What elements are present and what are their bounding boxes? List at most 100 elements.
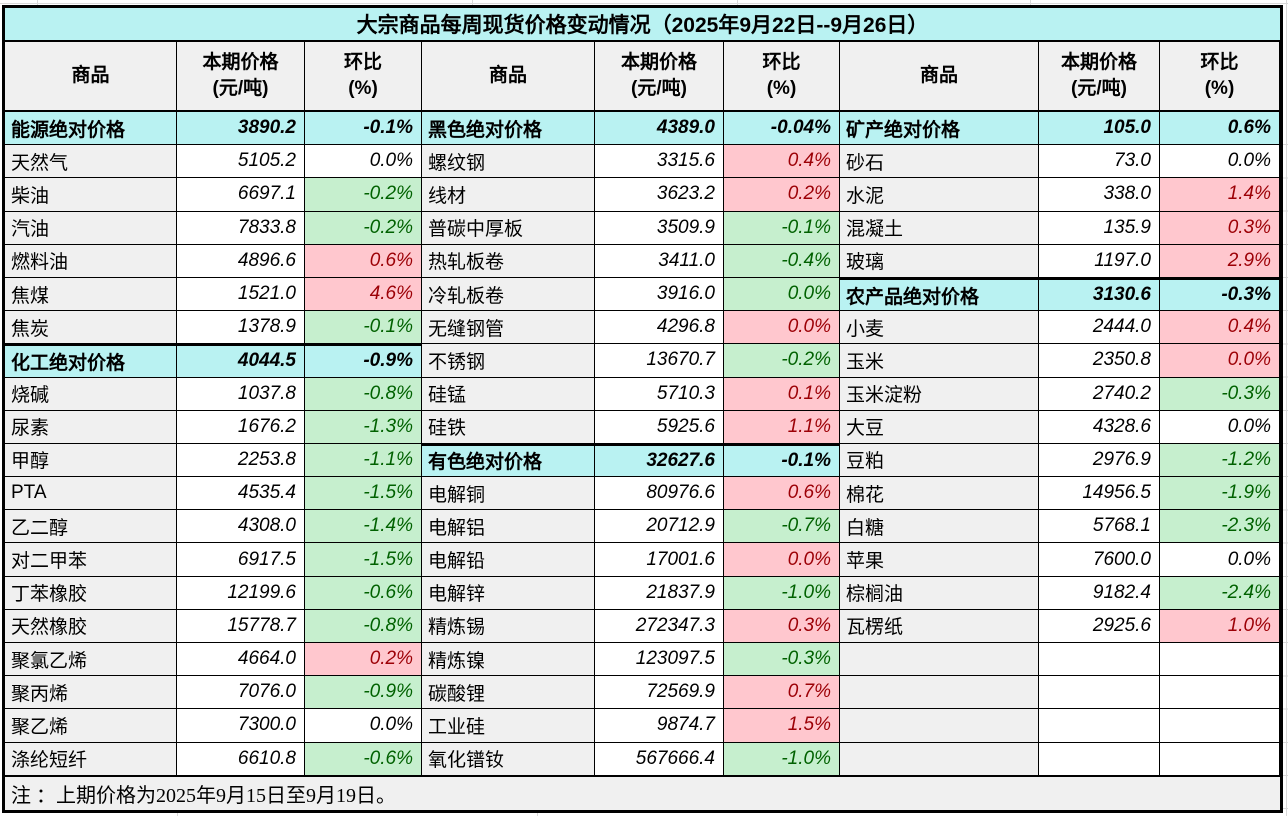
commodity-name-cell[interactable]: 大豆 <box>840 410 1039 444</box>
commodity-name-cell[interactable]: 螺纹钢 <box>422 145 595 179</box>
change-cell[interactable]: -1.5% <box>305 477 422 511</box>
commodity-name-cell[interactable]: 甲醇 <box>5 443 177 478</box>
commodity-name-cell[interactable]: 燃料油 <box>5 244 177 278</box>
price-cell[interactable]: 123097.5 <box>595 643 724 677</box>
price-cell[interactable]: 5105.2 <box>177 145 305 179</box>
commodity-name-cell[interactable]: 热轧板卷 <box>422 244 595 278</box>
change-cell[interactable]: 2.9% <box>1160 244 1280 278</box>
header-price-3[interactable]: 本期价格 (元/吨) <box>1039 42 1160 112</box>
commodity-name-cell[interactable]: 棉花 <box>840 477 1039 511</box>
commodity-name-cell[interactable]: 混凝土 <box>840 211 1039 245</box>
commodity-name-cell[interactable]: 聚氯乙烯 <box>5 643 177 677</box>
price-cell[interactable]: 5925.6 <box>595 410 724 444</box>
empty-change-cell[interactable] <box>1160 742 1280 776</box>
change-cell[interactable]: 0.7% <box>724 676 840 710</box>
change-cell[interactable]: 0.4% <box>724 145 840 179</box>
commodity-name-cell[interactable]: 砂石 <box>840 145 1039 179</box>
price-cell[interactable]: 21837.9 <box>595 576 724 610</box>
empty-change-cell[interactable] <box>1160 643 1280 677</box>
change-cell[interactable]: -0.1% <box>724 443 840 478</box>
price-cell[interactable]: 3623.2 <box>595 178 724 212</box>
change-cell[interactable]: -1.0% <box>724 742 840 776</box>
empty-price-cell[interactable] <box>1039 643 1160 677</box>
change-cell[interactable]: 0.2% <box>724 178 840 212</box>
change-cell[interactable]: 1.5% <box>724 709 840 743</box>
price-cell[interactable]: 1197.0 <box>1039 244 1160 278</box>
price-cell[interactable]: 14956.5 <box>1039 477 1160 511</box>
commodity-name-cell[interactable]: 电解铅 <box>422 543 595 577</box>
change-cell[interactable]: 0.0% <box>1160 344 1280 378</box>
empty-change-cell[interactable] <box>1160 709 1280 743</box>
section-title-cell[interactable]: 化工绝对价格 <box>5 344 177 378</box>
change-cell[interactable]: 0.3% <box>724 609 840 643</box>
price-cell[interactable]: 2350.8 <box>1039 344 1160 378</box>
header-price-1[interactable]: 本期价格 (元/吨) <box>177 42 305 112</box>
commodity-name-cell[interactable]: 水泥 <box>840 178 1039 212</box>
change-cell[interactable]: -0.6% <box>305 576 422 610</box>
price-cell[interactable]: 4044.5 <box>177 344 305 378</box>
section-title-cell[interactable]: 能源绝对价格 <box>5 112 177 146</box>
price-cell[interactable]: 2740.2 <box>1039 377 1160 411</box>
price-cell[interactable]: 2976.9 <box>1039 443 1160 478</box>
price-cell[interactable]: 7076.0 <box>177 676 305 710</box>
commodity-name-cell[interactable]: 玉米淀粉 <box>840 377 1039 411</box>
change-cell[interactable]: 0.0% <box>724 311 840 345</box>
change-cell[interactable]: 0.2% <box>305 643 422 677</box>
commodity-name-cell[interactable]: 天然橡胶 <box>5 609 177 643</box>
price-cell[interactable]: 4389.0 <box>595 112 724 146</box>
change-cell[interactable]: -0.3% <box>1160 277 1280 312</box>
price-cell[interactable]: 2925.6 <box>1039 609 1160 643</box>
empty-commodity-cell[interactable] <box>840 742 1039 776</box>
commodity-name-cell[interactable]: 普碳中厚板 <box>422 211 595 245</box>
change-cell[interactable]: -1.0% <box>724 576 840 610</box>
price-cell[interactable]: 4328.6 <box>1039 410 1160 444</box>
commodity-name-cell[interactable]: 无缝钢管 <box>422 311 595 345</box>
commodity-name-cell[interactable]: 乙二醇 <box>5 510 177 544</box>
change-cell[interactable]: -0.1% <box>724 211 840 245</box>
commodity-name-cell[interactable]: 小麦 <box>840 311 1039 345</box>
change-cell[interactable]: 0.6% <box>724 477 840 511</box>
commodity-name-cell[interactable]: 硅铁 <box>422 410 595 444</box>
change-cell[interactable]: -1.5% <box>305 543 422 577</box>
price-cell[interactable]: 9874.7 <box>595 709 724 743</box>
change-cell[interactable]: -0.04% <box>724 112 840 146</box>
empty-price-cell[interactable] <box>1039 709 1160 743</box>
change-cell[interactable]: -2.3% <box>1160 510 1280 544</box>
price-cell[interactable]: 3509.9 <box>595 211 724 245</box>
commodity-name-cell[interactable]: 玉米 <box>840 344 1039 378</box>
price-cell[interactable]: 73.0 <box>1039 145 1160 179</box>
change-cell[interactable]: -0.2% <box>305 178 422 212</box>
empty-price-cell[interactable] <box>1039 742 1160 776</box>
empty-commodity-cell[interactable] <box>840 643 1039 677</box>
commodity-name-cell[interactable]: 电解铜 <box>422 477 595 511</box>
change-cell[interactable]: -0.2% <box>724 344 840 378</box>
price-cell[interactable]: 135.9 <box>1039 211 1160 245</box>
price-cell[interactable]: 1037.8 <box>177 377 305 411</box>
section-title-cell[interactable]: 有色绝对价格 <box>422 443 595 478</box>
commodity-name-cell[interactable]: 柴油 <box>5 178 177 212</box>
change-cell[interactable]: 0.6% <box>1160 112 1280 146</box>
change-cell[interactable]: 0.0% <box>1160 543 1280 577</box>
commodity-name-cell[interactable]: 豆粕 <box>840 443 1039 478</box>
change-cell[interactable]: -0.9% <box>305 344 422 378</box>
price-cell[interactable]: 1521.0 <box>177 277 305 312</box>
section-title-cell[interactable]: 农产品绝对价格 <box>840 277 1039 312</box>
header-commodity-1[interactable]: 商品 <box>5 42 177 112</box>
header-change-2[interactable]: 环比 (%) <box>724 42 840 112</box>
change-cell[interactable]: 0.3% <box>1160 211 1280 245</box>
section-title-cell[interactable]: 矿产绝对价格 <box>840 112 1039 146</box>
empty-change-cell[interactable] <box>1160 676 1280 710</box>
commodity-name-cell[interactable]: 瓦楞纸 <box>840 609 1039 643</box>
change-cell[interactable]: -0.4% <box>724 244 840 278</box>
header-commodity-2[interactable]: 商品 <box>422 42 595 112</box>
price-cell[interactable]: 2253.8 <box>177 443 305 478</box>
change-cell[interactable]: 0.0% <box>1160 410 1280 444</box>
change-cell[interactable]: 0.0% <box>724 543 840 577</box>
change-cell[interactable]: 1.4% <box>1160 178 1280 212</box>
change-cell[interactable]: -0.1% <box>305 311 422 345</box>
price-cell[interactable]: 13670.7 <box>595 344 724 378</box>
price-cell[interactable]: 6610.8 <box>177 742 305 776</box>
change-cell[interactable]: 0.0% <box>305 709 422 743</box>
commodity-name-cell[interactable]: 尿素 <box>5 410 177 444</box>
change-cell[interactable]: -0.7% <box>724 510 840 544</box>
